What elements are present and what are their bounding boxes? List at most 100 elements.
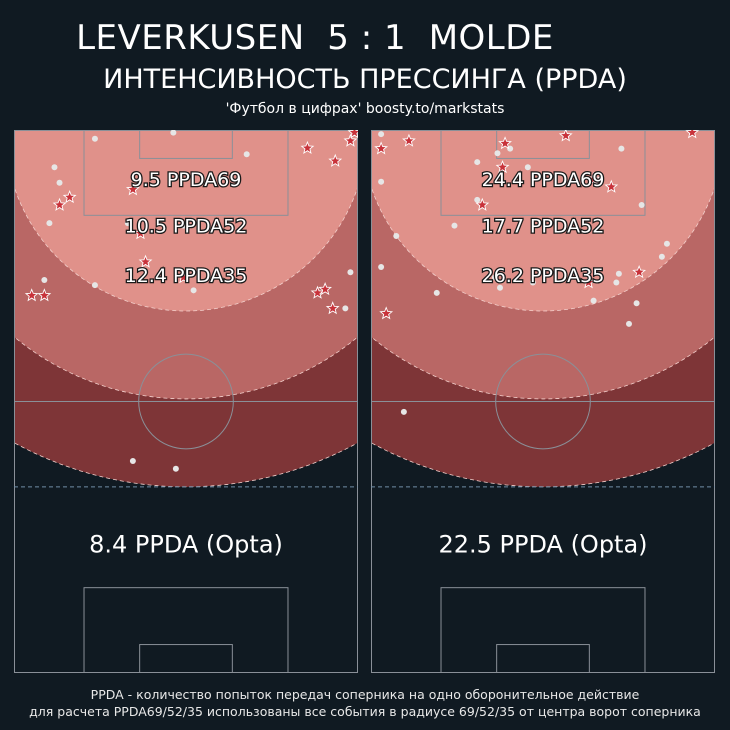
pitch-lines [14, 130, 358, 673]
centre-circle [138, 353, 234, 450]
goal-area-top [139, 130, 233, 159]
chart-subtitle: ИНТЕНСИВНОСТЬ ПРЕССИНГА (PPDA) [103, 64, 627, 95]
defensive-action-star [37, 288, 52, 302]
event-points [374, 130, 700, 415]
defensive-action-star [581, 275, 596, 289]
defensive-action-star [62, 189, 77, 204]
defensive-action-star [632, 264, 646, 279]
pass-dot [172, 465, 179, 472]
defensive-action-star [374, 141, 388, 155]
event-points [24, 130, 358, 472]
pass-dot [41, 276, 48, 283]
pressing-zones [14, 130, 358, 488]
defensive-action-star [300, 140, 315, 154]
zone-label-ppda35: 26.2 PPDA35 [482, 265, 605, 287]
zone-ppda35 [371, 130, 715, 312]
pass-dot [170, 130, 177, 136]
pass-dot [529, 279, 536, 286]
defensive-action-star [498, 136, 512, 150]
pass-dot [474, 196, 481, 203]
defensive-action-star [176, 270, 191, 284]
pass-dot [590, 297, 597, 304]
goal-area-bottom [139, 644, 233, 673]
defensive-action-star [24, 288, 39, 302]
pitch-panel-leverkusen: 12.4 PPDA35 10.5 PPDA52 9.5 PPDA69 8.4 PPDA… [14, 130, 358, 673]
defensive-action-star [343, 133, 358, 147]
zone-ppda35 [14, 130, 358, 312]
zone-label-ppda52: 10.5 PPDA52 [125, 216, 248, 238]
pass-dot [497, 284, 503, 291]
defensive-action-star [328, 153, 343, 167]
match-title: LEVERKUSEN 5 : 1 MOLDE [76, 18, 554, 58]
defensive-action-star [325, 301, 340, 315]
defensive-action-star [558, 130, 573, 142]
pass-dot [378, 131, 385, 138]
zone-label-ppda69: 9.5 PPDA69 [131, 169, 242, 191]
defensive-action-star [475, 197, 490, 211]
penalty-area-bottom [440, 587, 646, 673]
pass-dot [633, 300, 640, 307]
pass-dot [474, 159, 481, 166]
pass-dot [615, 270, 622, 277]
penalty-area-top [440, 130, 646, 216]
defensive-action-star [318, 282, 332, 296]
opta-ppda-label: 8.4 PPDA (Opta) [89, 531, 283, 559]
defensive-action-star [138, 254, 153, 268]
defensive-action-star [586, 171, 601, 185]
pass-dot [91, 282, 98, 289]
pass-dot [613, 279, 620, 286]
penalty-area-bottom [83, 587, 289, 673]
pass-dot [190, 287, 197, 294]
pass-dot [626, 320, 632, 327]
pass-dot [342, 305, 349, 312]
source-credit: 'Футбол в цифрах' boosty.to/markstats [225, 101, 505, 117]
goal-area-bottom [496, 644, 590, 673]
penalty-area-top [83, 130, 289, 216]
pass-dot [180, 222, 187, 229]
pitch-lines [371, 130, 715, 673]
pass-dot [243, 151, 250, 158]
pass-dot [400, 408, 407, 415]
pass-dot [378, 178, 385, 185]
pass-dot [618, 145, 625, 152]
footnote-line-1: PPDA - количество попыток передач соперн… [90, 687, 640, 702]
pass-dot [638, 201, 645, 208]
opta-ppda-label: 22.5 PPDA (Opta) [438, 531, 647, 559]
pass-dot [663, 240, 670, 247]
pass-dot [46, 220, 53, 227]
pass-dot [524, 164, 531, 171]
goal-area-top [496, 130, 590, 159]
defensive-action-star [685, 130, 700, 139]
zone-label-ppda52: 17.7 PPDA52 [482, 216, 605, 238]
pass-dot [91, 135, 98, 142]
pass-dot [378, 264, 385, 271]
pass-dot [658, 253, 665, 260]
zone-label-ppda69: 24.4 PPDA69 [482, 169, 605, 191]
pass-dot [433, 289, 440, 296]
defensive-action-star [310, 285, 325, 299]
pass-dot [124, 220, 131, 227]
pass-dot [56, 179, 63, 186]
zone-label-ppda35: 12.4 PPDA35 [125, 265, 248, 287]
footnote-line-2: для расчета PPDA69/52/35 использованы вс… [29, 704, 701, 719]
defensive-action-star [52, 197, 67, 211]
defensive-action-star [347, 130, 358, 139]
pressing-zones [371, 130, 715, 488]
pass-dot [491, 274, 498, 281]
defensive-action-star [379, 306, 394, 320]
defensive-action-star [126, 182, 140, 196]
defensive-action-star [402, 133, 416, 147]
centre-circle [495, 353, 591, 450]
pass-dot [451, 222, 458, 229]
defensive-action-star [495, 159, 510, 174]
pass-dot [347, 269, 354, 276]
pass-dot [393, 233, 400, 240]
defensive-action-star [604, 179, 619, 193]
pitch-panel-molde: 26.2 PPDA35 17.7 PPDA52 24.4 PPDA69 22.5 PP… [371, 130, 715, 673]
chart-footnote: PPDA - количество попыток передач соперн… [0, 686, 730, 720]
defensive-action-star [133, 226, 148, 240]
pass-dot [51, 164, 58, 171]
pass-dot [129, 457, 136, 464]
pass-dot [494, 150, 501, 157]
